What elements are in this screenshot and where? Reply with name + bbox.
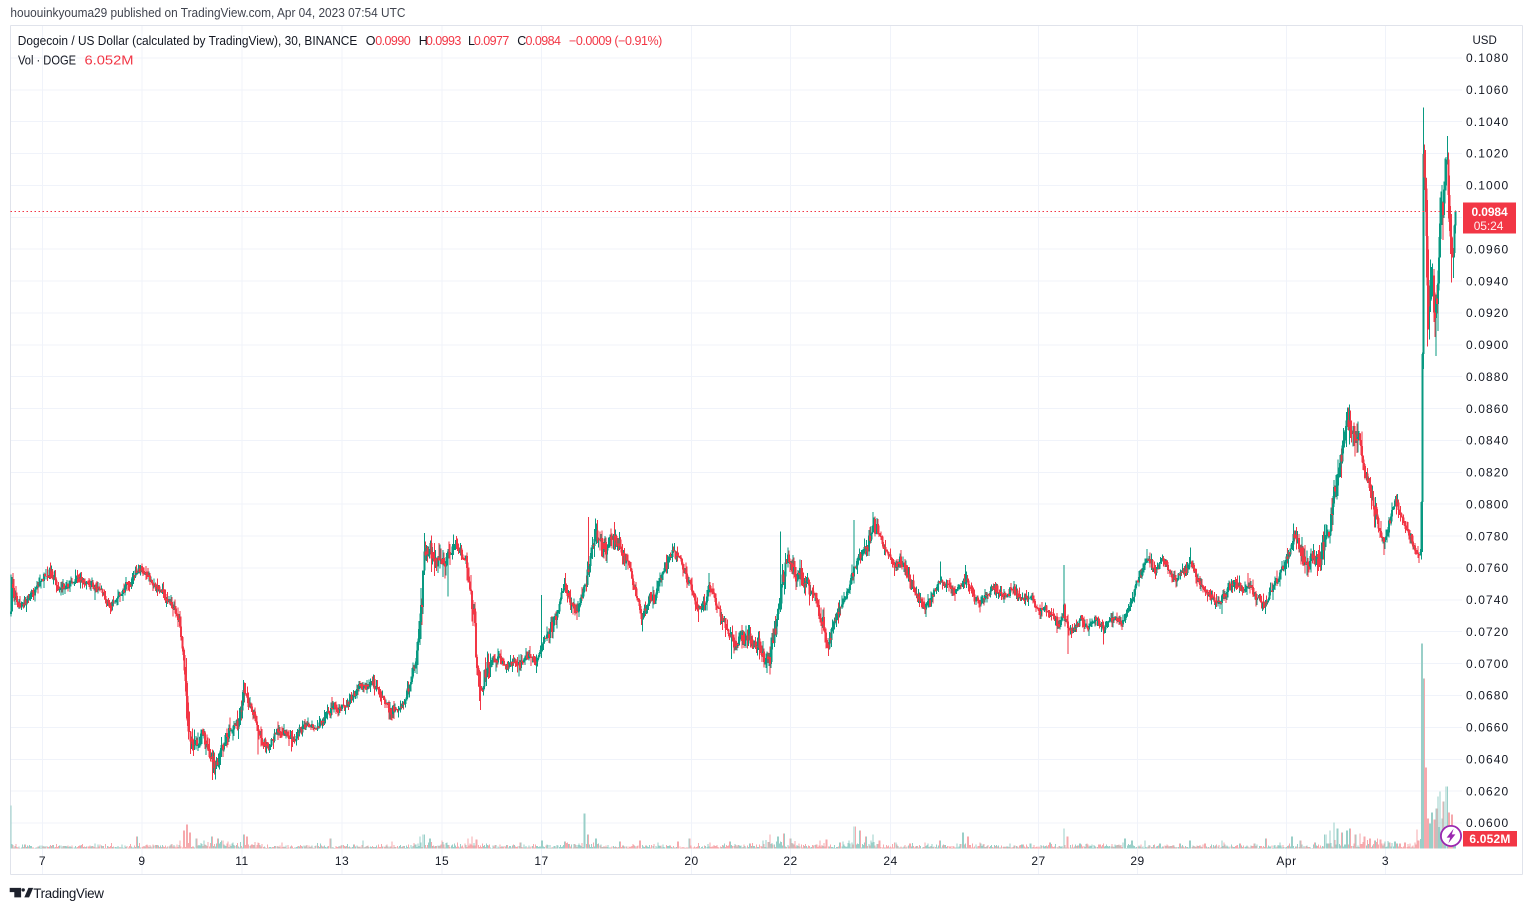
- svg-text:24: 24: [883, 854, 897, 868]
- svg-text:6.052M: 6.052M: [85, 54, 134, 68]
- svg-text:9: 9: [138, 854, 145, 868]
- svg-text:0.0984: 0.0984: [526, 34, 562, 48]
- svg-text:13: 13: [335, 854, 349, 868]
- svg-text:0.0960: 0.0960: [1466, 242, 1509, 256]
- svg-text:17: 17: [534, 854, 548, 868]
- svg-text:11: 11: [235, 854, 248, 868]
- svg-text:29: 29: [1130, 854, 1144, 868]
- svg-text:0.0920: 0.0920: [1466, 306, 1509, 320]
- svg-text:05:24: 05:24: [1474, 219, 1504, 233]
- svg-text:Dogecoin / US Dollar (calculat: Dogecoin / US Dollar (calculated by Trad…: [18, 34, 358, 48]
- svg-text:0.0820: 0.0820: [1466, 466, 1509, 480]
- svg-text:0.0760: 0.0760: [1466, 561, 1509, 575]
- svg-text:L: L: [468, 34, 475, 48]
- svg-text:15: 15: [435, 854, 449, 868]
- svg-text:27: 27: [1031, 854, 1045, 868]
- svg-text:22: 22: [783, 854, 797, 868]
- svg-text:hououinkyouma29 published on T: hououinkyouma29 published on TradingView…: [10, 5, 405, 20]
- svg-text:0.0700: 0.0700: [1466, 657, 1509, 671]
- svg-text:0.0840: 0.0840: [1466, 434, 1509, 448]
- svg-text:0.0600: 0.0600: [1466, 816, 1509, 830]
- svg-text:0.0740: 0.0740: [1466, 593, 1509, 607]
- svg-text:0.0860: 0.0860: [1466, 402, 1509, 416]
- svg-text:0.0780: 0.0780: [1466, 529, 1509, 543]
- svg-text:0.0660: 0.0660: [1466, 721, 1509, 735]
- svg-text:O: O: [366, 34, 376, 48]
- svg-text:TradingView: TradingView: [33, 885, 105, 901]
- svg-text:7: 7: [39, 854, 46, 868]
- svg-text:H: H: [419, 34, 428, 48]
- svg-text:0.0640: 0.0640: [1466, 753, 1509, 767]
- svg-text:USD: USD: [1473, 35, 1497, 47]
- svg-text:−0.0009 (−0.91%): −0.0009 (−0.91%): [569, 34, 662, 48]
- svg-text:0.0900: 0.0900: [1466, 338, 1509, 352]
- svg-text:20: 20: [684, 854, 698, 868]
- svg-text:0.1080: 0.1080: [1466, 51, 1509, 65]
- svg-text:0.0993: 0.0993: [426, 34, 462, 48]
- svg-text:0.0990: 0.0990: [375, 34, 411, 48]
- svg-text:0.1020: 0.1020: [1466, 147, 1509, 161]
- svg-text:0.0720: 0.0720: [1466, 625, 1509, 639]
- svg-text:0.0940: 0.0940: [1466, 274, 1509, 288]
- svg-text:Apr: Apr: [1276, 854, 1296, 868]
- svg-text:0.0984: 0.0984: [1471, 205, 1508, 219]
- svg-text:3: 3: [1382, 854, 1389, 868]
- svg-text:0.0977: 0.0977: [474, 34, 510, 48]
- svg-text:0.0880: 0.0880: [1466, 370, 1509, 384]
- svg-text:0.0800: 0.0800: [1466, 497, 1509, 511]
- svg-text:0.1040: 0.1040: [1466, 115, 1509, 129]
- svg-text:6.052M: 6.052M: [1469, 832, 1510, 846]
- svg-text:0.0620: 0.0620: [1466, 784, 1509, 798]
- svg-text:0.0680: 0.0680: [1466, 689, 1509, 703]
- svg-text:C: C: [517, 34, 526, 48]
- svg-text:Vol · DOGE: Vol · DOGE: [18, 54, 76, 68]
- svg-text:0.1060: 0.1060: [1466, 83, 1509, 97]
- svg-text:0.1000: 0.1000: [1466, 179, 1509, 193]
